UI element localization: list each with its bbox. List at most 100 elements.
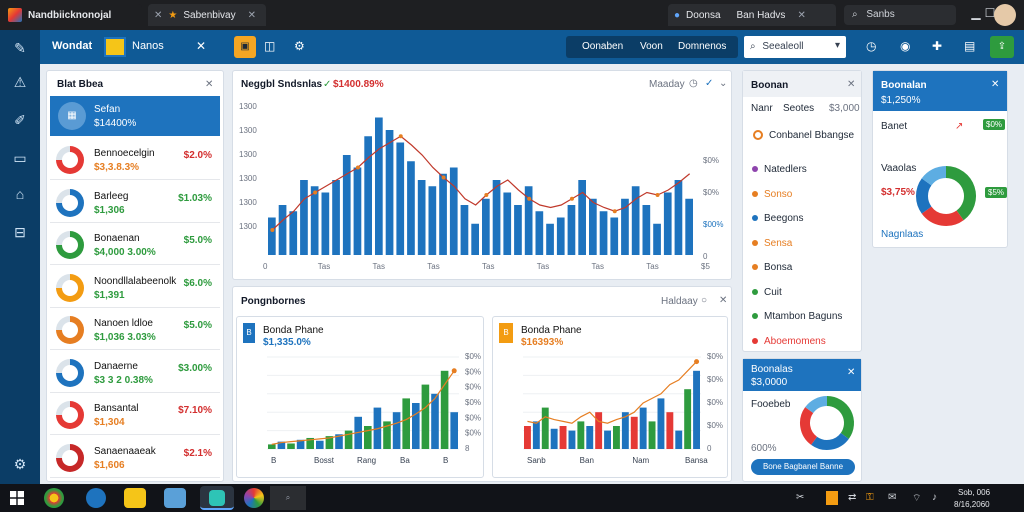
bar (621, 198, 629, 255)
chrome-icon[interactable] (44, 488, 64, 508)
inbox-icon[interactable]: ⊟ (14, 224, 26, 240)
start-icon[interactable] (10, 491, 24, 505)
far-right-link[interactable]: Nagnlaas (881, 229, 924, 240)
view-button-2[interactable]: Voon (640, 41, 663, 52)
small-chart-2-value: $16393% (521, 337, 564, 348)
taskbar-search[interactable]: ⌕ (270, 486, 306, 510)
bar (289, 211, 298, 255)
pencil-icon[interactable]: ✐ (14, 112, 26, 128)
list-item[interactable]: Barleeg $1,306 $1.03% (50, 183, 220, 223)
list-item[interactable]: Danaerne $3 3 2 0.38% $3.00% (50, 353, 220, 393)
photos-icon[interactable] (244, 488, 264, 508)
search-icon[interactable]: ○ (701, 295, 708, 306)
right-list-item[interactable]: Bonsa (752, 262, 856, 276)
volume-icon[interactable]: ♪ (932, 492, 937, 503)
right-list-item[interactable]: Sonso (752, 189, 856, 203)
list-item[interactable]: Noondllalabeenolk $1,391 $6.0% (50, 268, 220, 308)
view-button-1[interactable]: Oonaben (582, 41, 624, 52)
close-icon[interactable]: ✕ (797, 9, 806, 21)
wifi-icon[interactable]: ⌔ (912, 493, 922, 504)
right-list-item[interactable]: Aboemomens (752, 336, 856, 350)
x-tick-label: Tas (537, 262, 549, 271)
folder-icon[interactable] (124, 488, 146, 508)
bar (578, 180, 586, 255)
active-app-icon[interactable] (200, 486, 234, 510)
right-list-item[interactable]: Sensa (752, 238, 856, 252)
close-icon[interactable]: ✕ (247, 9, 257, 21)
main-chart-filter[interactable]: Maaday (649, 79, 685, 90)
list-item-value: $3 3 2 0.38% (94, 374, 153, 386)
close-icon[interactable]: ✕ (154, 9, 163, 21)
avatar[interactable] (994, 4, 1016, 26)
close-icon[interactable]: ✕ (847, 79, 856, 90)
edge-icon[interactable] (86, 488, 106, 508)
brand-logo-icon (104, 37, 126, 57)
clock-icon[interactable]: ◷ (866, 39, 877, 53)
right-list-item[interactable]: Cuit (752, 287, 856, 301)
search-placeholder: Seealeoll (762, 41, 804, 52)
camera-icon[interactable]: ◫ (264, 39, 276, 53)
bar (287, 443, 295, 449)
right-list-item[interactable]: Beegons (752, 213, 856, 227)
clock-icon[interactable]: ◷ (689, 78, 698, 89)
maximize-icon[interactable]: ☐ (984, 6, 996, 20)
small-chart-1-card: B Bonda Phane $1,335.0% $0% $0% $0% $0% $0% $… (236, 316, 484, 478)
donut-icon (56, 273, 84, 302)
bar (300, 180, 308, 255)
list-item[interactable]: Nanoen ldloe $1,036 3.03% $5.0% (50, 310, 220, 350)
browser-search-box[interactable]: ⌕ Sanbs (844, 5, 956, 25)
settings-icon[interactable]: ⚙ (294, 39, 305, 53)
browser-tab-1[interactable]: Nandbiicknonojal (2, 4, 142, 26)
bar (568, 430, 576, 449)
trend-point (694, 359, 700, 365)
browser-tab-2[interactable]: ✕ ★ Sabenbivay ✕ (148, 4, 266, 26)
location-icon[interactable]: ◉ (900, 39, 911, 53)
list-item[interactable]: Sanaenaaeak $1,606 $2.1% (50, 438, 220, 478)
list-item-selected[interactable]: ▦ Sefan $14400% (50, 96, 220, 136)
bar (693, 370, 700, 449)
edit-icon[interactable]: ✎ (14, 40, 26, 56)
bottom-panel-filter[interactable]: Haldaay (661, 296, 698, 307)
close-icon[interactable]: ✕ (196, 39, 207, 53)
tray-msg-icon[interactable]: ✉ (888, 492, 897, 503)
browser-tab-3[interactable]: ● Doonsa Ban Hadvs ✕ (668, 4, 836, 26)
check-icon: ✓ (323, 79, 332, 90)
search-input[interactable]: ⌕ Seealeoll ▾ (744, 36, 846, 58)
warning-icon[interactable]: ⚠ (13, 74, 27, 90)
view-button-3[interactable]: Domnenos (678, 41, 727, 52)
close-icon[interactable]: ✕ (847, 367, 856, 378)
lock-icon[interactable]: ▤ (964, 39, 976, 53)
right-small-button[interactable]: Bone Bagbanel Banne (751, 459, 855, 475)
y-tick-label: 1300 (239, 126, 257, 135)
tray-share-icon[interactable]: ⇄ (848, 492, 857, 503)
export-icon[interactable]: ⇪ (990, 36, 1014, 58)
bar (663, 192, 672, 255)
list-item-pct: $7.10% (178, 405, 212, 416)
list-item-pct: $6.0% (183, 277, 212, 289)
tab-2-label: Sabenbivay (183, 9, 236, 21)
monitor-icon[interactable]: ▭ (13, 150, 27, 166)
list-item[interactable]: Bansantal $1,304 $7.10% (50, 395, 220, 435)
right-list-item[interactable]: Mtambon Baguns (752, 311, 856, 325)
bar (296, 439, 305, 449)
expand-icon[interactable]: ✕ (719, 295, 728, 306)
chevron-down-icon[interactable]: ⌄ (719, 78, 728, 89)
check-icon[interactable]: ✓ (705, 78, 714, 89)
list-item[interactable]: Bennoecelgin $3,3.8.3% $2.0% (50, 140, 220, 180)
tray-app-icon[interactable] (826, 491, 838, 505)
gear-icon[interactable]: ⚙ (13, 456, 27, 472)
list-item[interactable]: Bonaenan $4,000 3.00% $5.0% (50, 225, 220, 265)
bar (599, 211, 608, 255)
bar (402, 398, 410, 449)
bar (439, 173, 447, 255)
image-icon[interactable] (164, 488, 186, 508)
tray-key-icon[interactable]: ⚿ (866, 492, 874, 503)
close-icon[interactable]: ✕ (991, 79, 1000, 90)
home-icon[interactable]: ⌂ (15, 186, 25, 202)
right-list-item[interactable]: Natedlers (752, 164, 856, 178)
minimize-icon[interactable]: ▁ (971, 6, 981, 20)
puzzle-icon[interactable]: ✚ (932, 39, 943, 53)
folder-icon[interactable]: ▣ (234, 36, 256, 58)
tray-icon[interactable]: ✂ (796, 492, 805, 503)
close-icon[interactable]: ✕ (205, 79, 214, 90)
